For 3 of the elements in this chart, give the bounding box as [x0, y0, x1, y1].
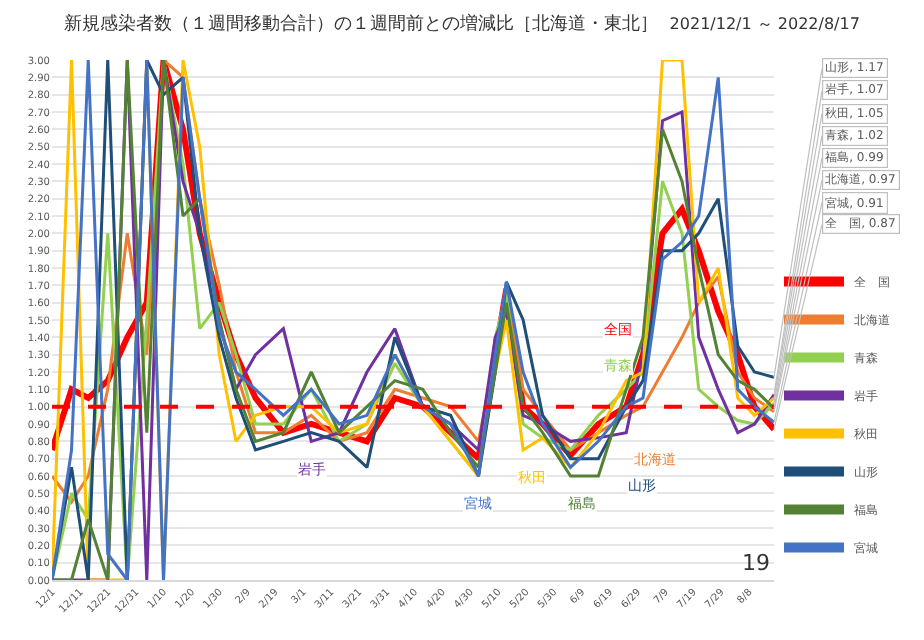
- chart-title: 新規感染者数（１週間移動合計）の１週間前との増減比［北海道・東北］: [64, 14, 659, 35]
- chart-subtitle: 2021/12/1 ～ 2022/8/17: [669, 14, 860, 33]
- annotation: 19: [742, 550, 770, 576]
